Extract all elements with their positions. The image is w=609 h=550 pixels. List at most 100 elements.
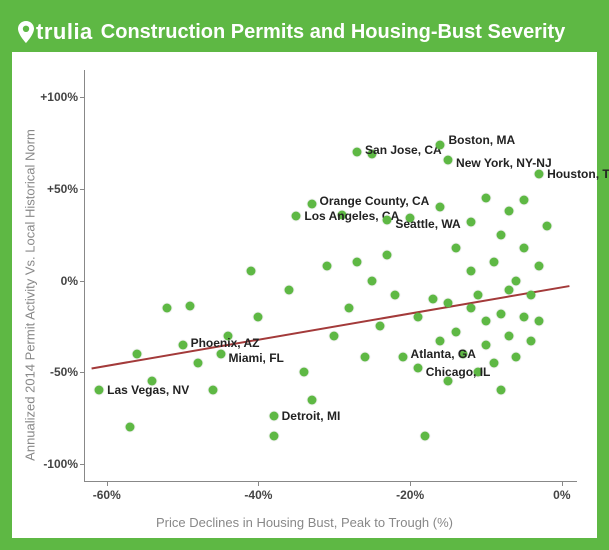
data-point: [208, 386, 217, 395]
x-tick: 0%: [553, 488, 570, 502]
x-tick-mark: [258, 482, 259, 486]
data-point-labeled: [398, 353, 407, 362]
x-axis-label: Price Declines in Housing Bust, Peak to …: [156, 515, 453, 530]
point-label: Phoenix, AZ: [191, 336, 260, 350]
point-label: Atlanta, GA: [411, 347, 476, 361]
data-point: [444, 298, 453, 307]
plot-region: -100%-50%0%+50%+100%-60%-40%-20%0%Las Ve…: [84, 70, 577, 482]
data-point: [474, 291, 483, 300]
y-tick: 0%: [34, 274, 78, 288]
data-point: [390, 291, 399, 300]
data-point: [284, 285, 293, 294]
data-point: [519, 243, 528, 252]
data-point: [497, 386, 506, 395]
data-point: [413, 313, 422, 322]
chart-frame: trulia Construction Permits and Housing-…: [0, 0, 609, 550]
data-point: [246, 267, 255, 276]
data-point-labeled: [413, 364, 422, 373]
data-point: [451, 327, 460, 336]
data-point: [527, 291, 536, 300]
data-point: [481, 340, 490, 349]
data-point: [466, 267, 475, 276]
data-point: [375, 322, 384, 331]
data-point: [504, 285, 513, 294]
data-point-labeled: [269, 412, 278, 421]
data-point: [186, 302, 195, 311]
point-label: Boston, MA: [448, 133, 515, 147]
trulia-logo: trulia: [18, 19, 93, 45]
data-point: [299, 368, 308, 377]
data-point: [125, 423, 134, 432]
y-axis-label: Annualized 2014 Permit Activity Vs. Loca…: [23, 95, 38, 495]
data-point: [436, 203, 445, 212]
data-point: [330, 331, 339, 340]
data-point: [512, 276, 521, 285]
data-point: [436, 337, 445, 346]
map-pin-icon: [18, 21, 34, 43]
data-point: [254, 313, 263, 322]
data-point: [269, 432, 278, 441]
data-point: [481, 194, 490, 203]
x-tick-mark: [107, 482, 108, 486]
logo-text: trulia: [36, 19, 93, 45]
point-label: San Jose, CA: [365, 143, 442, 157]
y-tick: +100%: [34, 90, 78, 104]
data-point: [497, 230, 506, 239]
point-label: Miami, FL: [229, 351, 284, 365]
data-point: [535, 316, 544, 325]
data-point: [193, 358, 202, 367]
data-point: [428, 294, 437, 303]
data-point: [163, 304, 172, 313]
data-point: [504, 206, 513, 215]
point-label: Houston, TX: [547, 167, 609, 181]
data-point: [527, 337, 536, 346]
data-point: [451, 243, 460, 252]
data-point-labeled: [216, 349, 225, 358]
y-tick: -50%: [34, 365, 78, 379]
data-point: [421, 432, 430, 441]
data-point: [542, 221, 551, 230]
data-point: [383, 250, 392, 259]
data-point: [466, 304, 475, 313]
data-point: [504, 331, 513, 340]
data-point: [307, 395, 316, 404]
chart-title: Construction Permits and Housing-Bust Se…: [101, 21, 566, 44]
data-point: [368, 276, 377, 285]
x-tick-mark: [410, 482, 411, 486]
point-label: Chicago, IL: [426, 365, 491, 379]
data-point-labeled: [307, 199, 316, 208]
data-point-labeled: [436, 141, 445, 150]
data-point-labeled: [353, 148, 362, 157]
data-point: [535, 261, 544, 270]
point-label: Las Vegas, NV: [107, 383, 189, 397]
data-point-labeled: [178, 340, 187, 349]
chart-header: trulia Construction Permits and Housing-…: [12, 12, 597, 52]
data-point-labeled: [444, 155, 453, 164]
data-point-labeled: [292, 212, 301, 221]
point-label: Orange County, CA: [320, 194, 430, 208]
point-label: Detroit, MI: [282, 409, 341, 423]
x-tick: -60%: [93, 488, 121, 502]
y-tick: -100%: [34, 457, 78, 471]
data-point: [466, 217, 475, 226]
data-point: [519, 196, 528, 205]
data-point: [489, 358, 498, 367]
data-point-labeled: [535, 170, 544, 179]
data-point: [322, 261, 331, 270]
data-point: [345, 304, 354, 313]
x-tick: -40%: [244, 488, 272, 502]
x-tick: -20%: [396, 488, 424, 502]
data-point-labeled: [383, 216, 392, 225]
data-point-labeled: [95, 386, 104, 395]
point-label: Seattle, WA: [395, 217, 460, 231]
x-tick-mark: [562, 482, 563, 486]
y-tick: +50%: [34, 182, 78, 196]
point-label: New York, NY-NJ: [456, 156, 552, 170]
data-point: [519, 313, 528, 322]
data-point: [133, 349, 142, 358]
data-point: [481, 316, 490, 325]
data-point: [497, 309, 506, 318]
data-point: [489, 258, 498, 267]
data-point: [360, 353, 369, 362]
chart-area: Annualized 2014 Permit Activity Vs. Loca…: [12, 52, 597, 538]
